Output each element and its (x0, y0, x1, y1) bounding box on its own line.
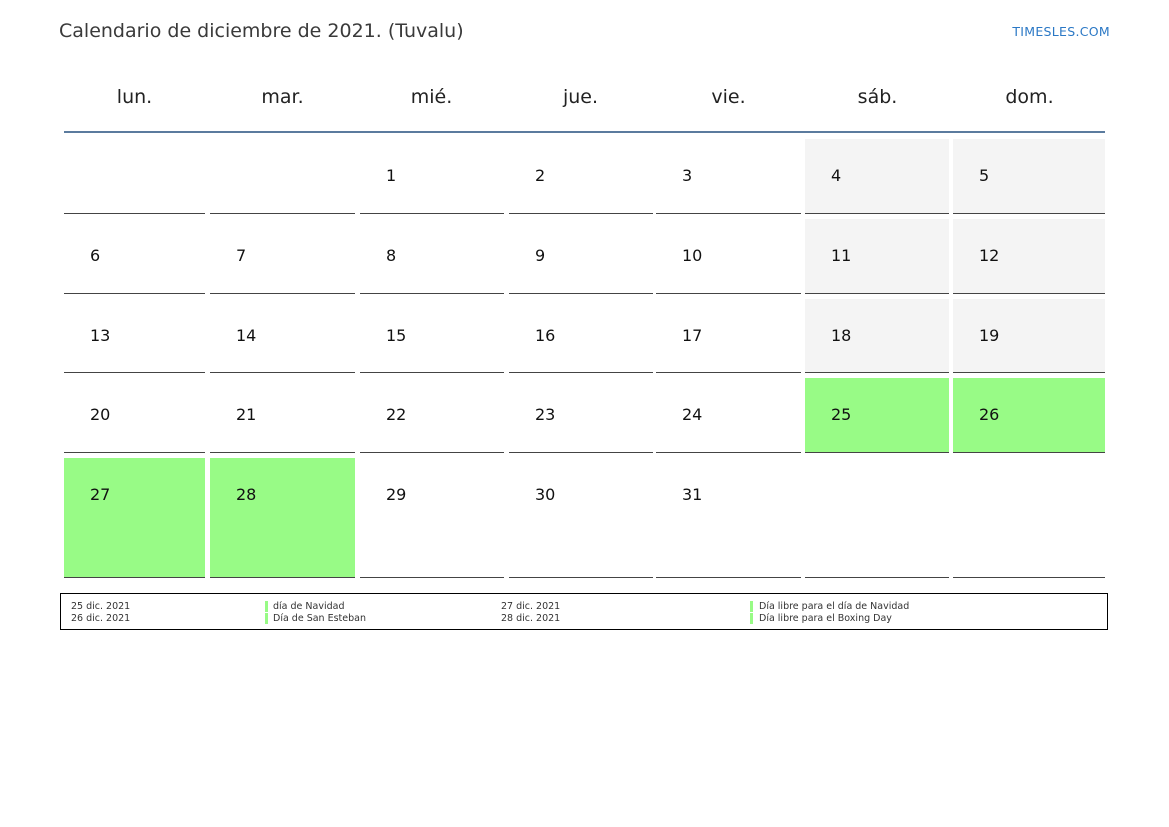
day-number: 21 (236, 405, 257, 424)
day-cell: 7 (210, 219, 355, 294)
day-number: 5 (979, 166, 990, 185)
day-number: 16 (535, 326, 556, 345)
day-cell: 15 (360, 299, 504, 373)
day-cell: 31 (656, 458, 801, 578)
day-number: 7 (236, 246, 247, 265)
day-cell: 11 (805, 219, 949, 294)
day-number: 6 (90, 246, 101, 265)
site-link[interactable]: TIMESLES.COM (1012, 24, 1110, 39)
day-number: 9 (535, 246, 546, 265)
day-cell: 16 (509, 299, 653, 373)
legend-date: 27 dic. 2021 (501, 601, 561, 612)
day-number: 29 (386, 485, 407, 504)
day-cell: 23 (509, 378, 653, 453)
day-number: 4 (831, 166, 842, 185)
weekday-label: sáb. (857, 86, 898, 108)
day-cell: 13 (64, 299, 205, 373)
day-cell: 4 (805, 139, 949, 214)
day-cell: 19 (953, 299, 1105, 373)
day-number: 15 (386, 326, 407, 345)
day-number: 20 (90, 405, 111, 424)
day-cell: 6 (64, 219, 205, 294)
day-number: 27 (90, 485, 111, 504)
day-cell: 8 (360, 219, 504, 294)
day-cell: 3 (656, 139, 801, 214)
day-number: 11 (831, 246, 852, 265)
day-number: 19 (979, 326, 1000, 345)
day-number: 24 (682, 405, 703, 424)
day-number: 30 (535, 485, 556, 504)
day-cell: 10 (656, 219, 801, 294)
day-cell: 26 (953, 378, 1105, 453)
legend-holiday-name: Día libre para el día de Navidad (759, 601, 910, 612)
weekday-header: lun. mar. mié. jue. vie. sáb. dom. (62, 86, 1107, 116)
legend-holiday-name: día de Navidad (273, 601, 345, 612)
day-cell: 18 (805, 299, 949, 373)
day-number: 8 (386, 246, 397, 265)
day-cell: 5 (953, 139, 1105, 214)
weekday-label: jue. (562, 86, 599, 108)
day-cell: 1 (360, 139, 504, 214)
legend-date: 26 dic. 2021 (71, 613, 131, 624)
legend-color-marker (265, 613, 268, 624)
day-number: 2 (535, 166, 546, 185)
legend-color-marker (265, 601, 268, 612)
day-cell: 29 (360, 458, 504, 578)
holiday-legend: 25 dic. 2021 día de Navidad 26 dic. 2021 Dí… (60, 593, 1108, 630)
day-number: 26 (979, 405, 1000, 424)
legend-date: 28 dic. 2021 (501, 613, 561, 624)
day-cell: 22 (360, 378, 504, 453)
day-number: 12 (979, 246, 1000, 265)
weekday-label: mié. (410, 86, 453, 108)
day-number: 1 (386, 166, 397, 185)
day-number: 14 (236, 326, 257, 345)
day-cell: 20 (64, 378, 205, 453)
weekday-label: lun. (116, 86, 153, 108)
empty-cell (953, 458, 1105, 578)
header-divider (64, 131, 1105, 133)
day-number: 28 (236, 485, 257, 504)
day-number: 3 (682, 166, 693, 185)
day-cell: 2 (509, 139, 653, 214)
weekday-label: dom. (1005, 86, 1054, 108)
day-cell: 14 (210, 299, 355, 373)
day-number: 17 (682, 326, 703, 345)
day-cell: 24 (656, 378, 801, 453)
empty-cell (805, 458, 949, 578)
day-cell: 25 (805, 378, 949, 453)
legend-holiday-name: Día de San Esteban (273, 613, 366, 624)
day-cell: 9 (509, 219, 653, 294)
day-number: 31 (682, 485, 703, 504)
day-cell: 21 (210, 378, 355, 453)
day-cell: 12 (953, 219, 1105, 294)
day-number: 25 (831, 405, 852, 424)
day-cell: 30 (509, 458, 653, 578)
legend-date: 25 dic. 2021 (71, 601, 131, 612)
weekday-label: mar. (261, 86, 304, 108)
page-title: Calendario de diciembre de 2021. (Tuvalu… (59, 20, 464, 42)
day-number: 10 (682, 246, 703, 265)
empty-cell (210, 139, 355, 214)
day-number: 13 (90, 326, 111, 345)
legend-color-marker (750, 613, 753, 624)
weekday-label: vie. (711, 86, 746, 108)
legend-color-marker (750, 601, 753, 612)
day-number: 22 (386, 405, 407, 424)
day-number: 18 (831, 326, 852, 345)
empty-cell (64, 139, 205, 214)
day-cell: 27 (64, 458, 205, 578)
legend-holiday-name: Día libre para el Boxing Day (759, 613, 892, 624)
day-cell: 17 (656, 299, 801, 373)
day-number: 23 (535, 405, 556, 424)
day-cell: 28 (210, 458, 355, 578)
